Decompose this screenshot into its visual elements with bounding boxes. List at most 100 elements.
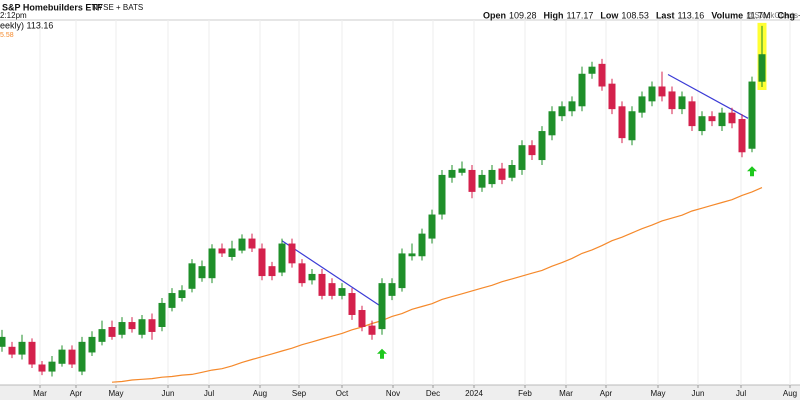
candle-body bbox=[248, 238, 256, 249]
quote-value: 109.28 bbox=[509, 10, 537, 20]
candle-body bbox=[278, 243, 286, 273]
x-tick-label: Nov bbox=[386, 389, 400, 398]
candle-body bbox=[658, 86, 666, 97]
x-tick-label: Apr bbox=[600, 389, 613, 398]
exchange: NYSE + BATS bbox=[92, 3, 143, 12]
watermark: @StockCharts bbox=[746, 11, 798, 20]
candle-body bbox=[228, 248, 236, 257]
candle-body bbox=[528, 145, 536, 156]
quote-label: High bbox=[544, 10, 564, 20]
candle-body bbox=[68, 349, 76, 365]
candle-body bbox=[648, 86, 656, 102]
candle-body bbox=[408, 253, 416, 257]
candle-body bbox=[48, 361, 56, 372]
candle-body bbox=[388, 283, 396, 296]
quote-label: Last bbox=[656, 10, 675, 20]
candle-body bbox=[688, 101, 696, 127]
quote-value: 117.17 bbox=[567, 10, 594, 20]
candle-body bbox=[328, 283, 336, 296]
candle-body bbox=[518, 145, 526, 170]
quote-label: Chg bbox=[778, 10, 796, 20]
quote-value: 113.16 bbox=[677, 10, 704, 20]
plot: Mar Apr May Jun Jul Aug Sep Oct Nov Dec 2024 Feb Mar… bbox=[0, 20, 797, 398]
candle-body bbox=[18, 341, 26, 355]
candle-body bbox=[338, 288, 346, 296]
candle-body bbox=[578, 73, 586, 107]
x-tick-label: Sep bbox=[292, 389, 307, 398]
candle-body bbox=[668, 91, 676, 110]
candle-body bbox=[758, 54, 766, 82]
candle-body bbox=[488, 169, 496, 185]
candle-body bbox=[468, 169, 476, 192]
candle-body bbox=[268, 266, 276, 277]
candle-body bbox=[598, 63, 606, 87]
candle-body bbox=[288, 243, 296, 264]
candle-body bbox=[628, 111, 636, 141]
time: 2:12pm bbox=[0, 11, 27, 20]
candle-body bbox=[548, 111, 556, 136]
x-tick-label: Oct bbox=[336, 389, 349, 398]
quote: Open 109.28 High 117.17 Low 108.53 Last 113.16 V… bbox=[483, 10, 800, 20]
candle-body bbox=[418, 233, 426, 257]
x-tick-label: 2024 bbox=[465, 389, 483, 398]
candle-body bbox=[478, 174, 486, 188]
candle-body bbox=[568, 101, 576, 112]
signal-arrow bbox=[747, 166, 757, 177]
signal-arrow bbox=[377, 348, 387, 359]
candle-body bbox=[58, 349, 66, 364]
quote-label: Volume bbox=[711, 10, 743, 20]
candle-body bbox=[558, 106, 566, 117]
candle-body bbox=[298, 263, 306, 284]
candle-body bbox=[218, 248, 226, 254]
trendline bbox=[667, 73, 749, 119]
candle-body bbox=[198, 266, 206, 279]
candle-body bbox=[458, 168, 466, 173]
quote-value: 11.7M bbox=[746, 10, 770, 20]
candle-body bbox=[538, 131, 546, 161]
ma-line: 5.58 bbox=[0, 32, 14, 39]
candle-body bbox=[238, 238, 246, 251]
x-tick-label: Mar bbox=[33, 389, 47, 398]
quote-label: Low bbox=[600, 10, 619, 20]
candle-body bbox=[118, 322, 126, 335]
moving-average-line bbox=[111, 187, 763, 383]
candle-body bbox=[608, 83, 616, 110]
x-tick-label: Dec bbox=[426, 389, 440, 398]
chart-title: S&P Homebuilders ETF bbox=[2, 2, 103, 12]
candle-body bbox=[308, 273, 316, 281]
trendline bbox=[281, 240, 381, 307]
candle-body bbox=[138, 319, 146, 335]
x-axis-band bbox=[0, 385, 800, 400]
candle-body bbox=[508, 165, 516, 178]
x-tick-label: May bbox=[650, 389, 665, 398]
candle-body bbox=[8, 346, 16, 355]
x-tick-label: Mar bbox=[559, 389, 573, 398]
candle-body bbox=[738, 119, 746, 153]
candle-body bbox=[258, 248, 266, 277]
candle-body bbox=[358, 310, 366, 327]
candle-body bbox=[368, 325, 376, 335]
candle-body bbox=[438, 174, 446, 215]
candle-body bbox=[638, 96, 646, 113]
x-tick-label: Jul bbox=[204, 389, 214, 398]
candle-body bbox=[148, 319, 156, 332]
candle-body bbox=[718, 112, 726, 127]
candle-body bbox=[588, 66, 596, 74]
candle-body bbox=[698, 116, 706, 132]
price-line: eekly) 113.16 bbox=[0, 20, 53, 30]
candle-body bbox=[78, 341, 86, 372]
quote-value: +4.60 (+4.2 bbox=[798, 10, 800, 20]
candle-body bbox=[678, 96, 686, 110]
candle-body bbox=[158, 302, 166, 327]
x-tick-label: Aug bbox=[253, 389, 267, 398]
candle-body bbox=[428, 214, 436, 239]
candle-body bbox=[188, 263, 196, 289]
candle-body bbox=[378, 283, 386, 330]
candle-body bbox=[748, 81, 756, 149]
candle-body bbox=[178, 290, 186, 298]
candle-body bbox=[348, 293, 356, 315]
x-tick-label: May bbox=[108, 389, 123, 398]
candle-body bbox=[128, 322, 136, 330]
